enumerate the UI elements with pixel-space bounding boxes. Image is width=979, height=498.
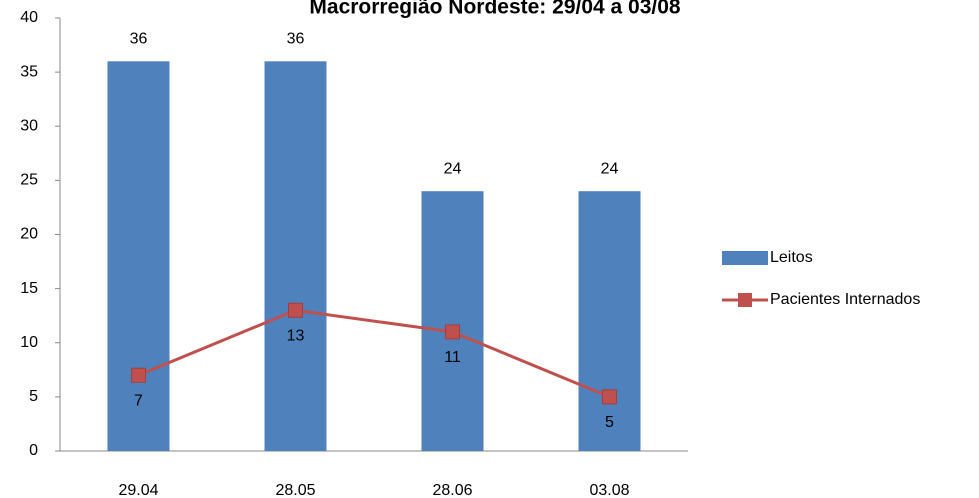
data-label: 5 [605, 414, 614, 431]
x-tick-label: 03.08 [589, 482, 629, 498]
y-tick-label: 10 [20, 334, 38, 351]
marker [602, 389, 617, 405]
data-label: 36 [287, 31, 305, 48]
bar [264, 61, 327, 452]
x-tick-label: 29.04 [118, 482, 158, 498]
bar [421, 191, 484, 451]
y-tick-label: 40 [20, 9, 38, 26]
y-tick-label: 0 [29, 442, 38, 459]
y-tick-label: 25 [20, 172, 38, 189]
legend-label: Leitos [770, 249, 813, 266]
data-label: 24 [444, 160, 462, 177]
data-label: 11 [444, 349, 461, 366]
y-tick-label: 35 [20, 63, 38, 80]
y-tick-label: 30 [20, 117, 38, 134]
marker [445, 324, 460, 340]
bar [107, 61, 170, 452]
x-tick-label: 28.06 [432, 482, 472, 498]
data-label: 13 [287, 327, 305, 344]
y-tick-label: 20 [20, 226, 38, 243]
y-tick-label: 5 [29, 388, 38, 405]
marker [288, 302, 303, 318]
data-label: 24 [601, 160, 619, 177]
legend-marker [738, 293, 752, 307]
data-label: 36 [130, 31, 148, 48]
chart-title: Macrorregião Nordeste: 29/04 a 03/08 [309, 0, 681, 19]
data-label: 7 [134, 392, 143, 409]
legend-swatch [722, 251, 768, 265]
line [137, 308, 611, 399]
marker [131, 367, 146, 383]
x-tick-label: 28.05 [275, 482, 315, 498]
bar [578, 191, 641, 451]
legend-label: Pacientes Internados [770, 291, 920, 308]
y-tick-label: 15 [20, 280, 38, 297]
